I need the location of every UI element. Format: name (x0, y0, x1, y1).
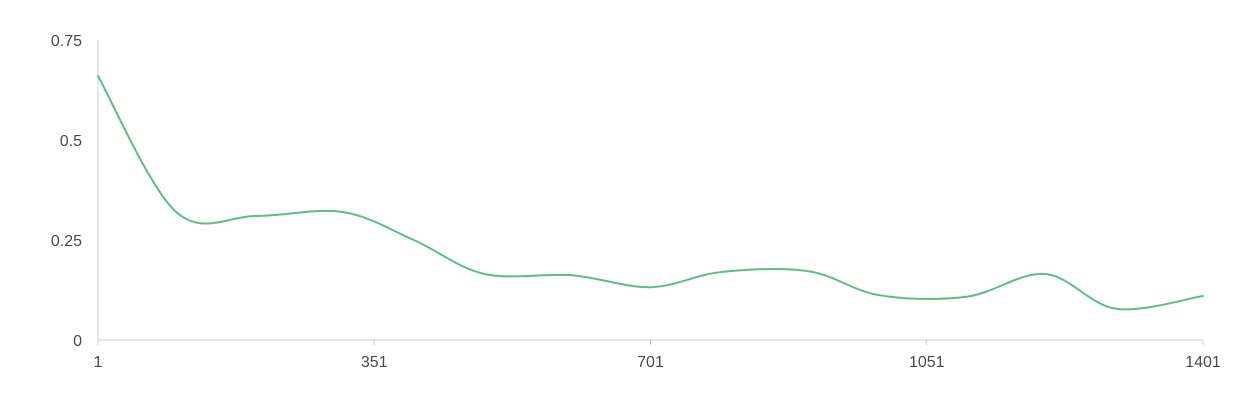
y-tick-label: 0.5 (60, 133, 82, 150)
y-tick-label: 0.25 (51, 233, 82, 250)
x-tick-label: 701 (637, 354, 664, 371)
axes (97, 40, 1203, 341)
x-tick-label: 1051 (909, 354, 945, 371)
x-tick-label: 1 (94, 354, 103, 371)
x-tick-labels: 1 351 701 1051 1401 (94, 340, 1221, 371)
y-tick-label: 0 (73, 333, 82, 350)
series-layer (97, 75, 1204, 311)
x-tick-label: 351 (361, 354, 388, 371)
y-tick-labels: 0 0.25 0.5 0.75 (51, 33, 82, 350)
y-tick-label: 0.75 (51, 33, 82, 50)
x-tick-label: 1401 (1185, 354, 1221, 371)
series-line (97, 75, 1204, 311)
